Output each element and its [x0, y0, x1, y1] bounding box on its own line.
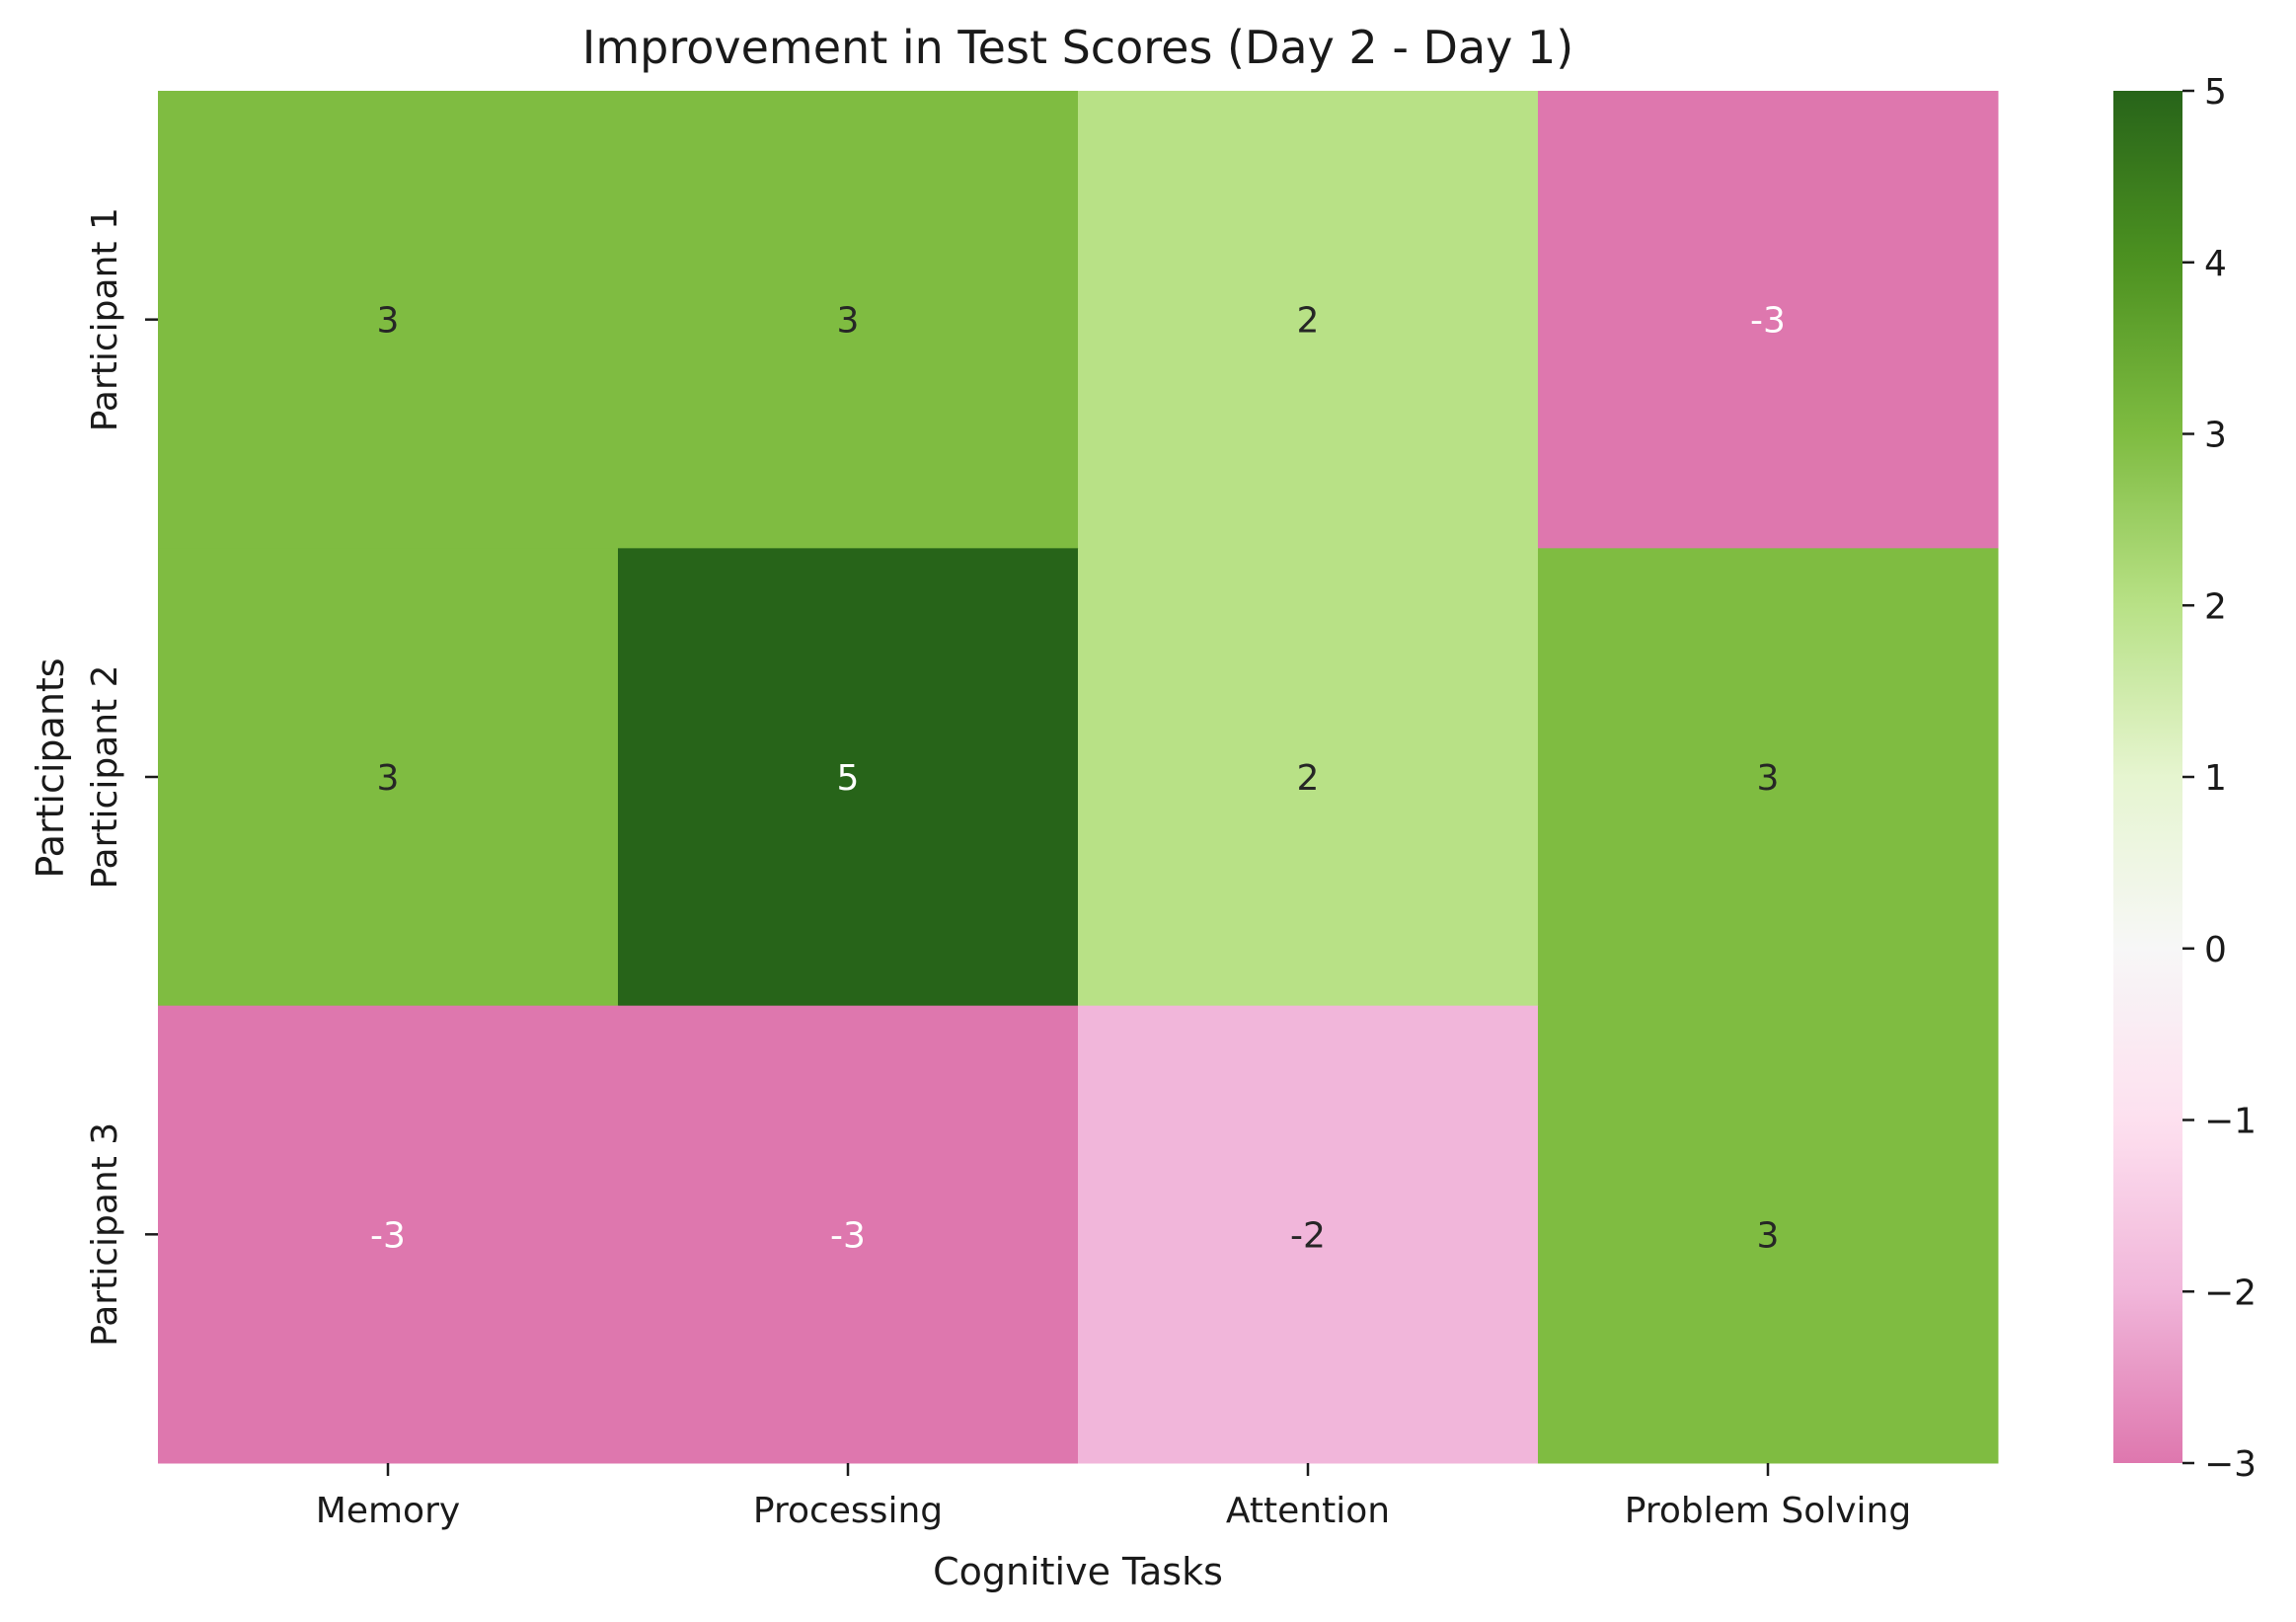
- colorbar-tick-label: 0: [2204, 930, 2227, 970]
- heatmap-cell: [1078, 91, 1539, 549]
- cell-value-label: 3: [837, 301, 860, 342]
- heatmap-cell: [1538, 1005, 1999, 1464]
- chart-title: Improvement in Test Scores (Day 2 - Day …: [582, 21, 1573, 74]
- y-axis: Participant 1 Participant 2 Participant 3: [85, 207, 158, 1347]
- cell-value-label: 3: [1757, 1215, 1780, 1256]
- x-axis: Memory Processing Attention Problem Solving: [316, 1463, 1911, 1531]
- cell-value-label: -3: [830, 1215, 866, 1256]
- heatmap-cell: [1078, 548, 1539, 1007]
- colorbar-tick-label: 2: [2204, 586, 2227, 627]
- x-axis-label: Cognitive Tasks: [933, 1550, 1223, 1593]
- x-tick-label: Attention: [1226, 1491, 1390, 1531]
- x-tick-label: Processing: [753, 1491, 943, 1531]
- x-tick-label: Memory: [316, 1491, 460, 1531]
- colorbar-tick-label: −2: [2204, 1273, 2257, 1313]
- colorbar-tick-label: −1: [2204, 1102, 2257, 1142]
- cell-value-label: 3: [1757, 758, 1780, 799]
- cell-value-label: -3: [1750, 301, 1786, 342]
- cell-value-label: -2: [1290, 1215, 1326, 1256]
- cell-value-label: 3: [377, 758, 400, 799]
- colorbar-tick-label: 3: [2204, 416, 2227, 456]
- colorbar-tick-label: 5: [2204, 72, 2227, 113]
- colorbar-tick-label: 4: [2204, 244, 2227, 284]
- heatmap-cells: [158, 91, 1999, 1464]
- cell-value-label: 2: [1297, 301, 1320, 342]
- colorbar-tick-label: −3: [2204, 1444, 2257, 1485]
- y-axis-label: Participants: [29, 657, 72, 878]
- y-tick-label: Participant 2: [85, 664, 125, 888]
- heatmap-cell: [158, 1005, 619, 1464]
- colorbar-gradient: [2113, 91, 2182, 1463]
- x-tick-label: Problem Solving: [1625, 1491, 1911, 1531]
- heatmap-cell: [618, 1005, 1079, 1464]
- cell-value-label: -3: [370, 1215, 406, 1256]
- y-tick-label: Participant 1: [85, 207, 125, 431]
- cell-value-label: 3: [377, 301, 400, 342]
- heatmap-cell: [618, 91, 1079, 549]
- heatmap-annotations: 3 3 2 -3 3 5 2 3 -3 -3 -2 3: [370, 301, 1786, 1257]
- colorbar: 5 4 3 2 1 0 −1 −2 −3: [2113, 72, 2257, 1485]
- y-tick-label: Participant 3: [85, 1122, 125, 1347]
- colorbar-tick-label: 1: [2204, 758, 2227, 799]
- cell-value-label: 5: [837, 758, 860, 799]
- heatmap-cell: [158, 548, 619, 1007]
- heatmap-cell: [158, 91, 619, 549]
- heatmap-cell: [1078, 1005, 1539, 1464]
- heatmap-cell: [1538, 548, 1999, 1007]
- heatmap-cell: [1538, 91, 1999, 549]
- heatmap-cell: [618, 548, 1079, 1007]
- cell-value-label: 2: [1297, 758, 1320, 799]
